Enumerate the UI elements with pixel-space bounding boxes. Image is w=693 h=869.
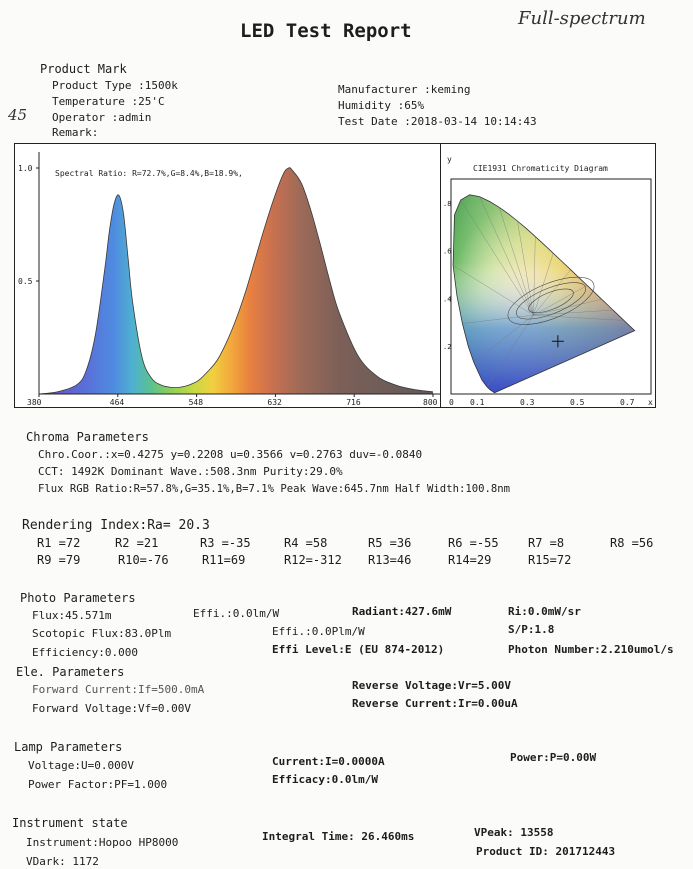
spectrum-y-tick-label: 1.0 [18,164,33,173]
photo-efficiency: Efficiency:0.000 [32,646,138,659]
rendering-value: R3 =-35 [200,536,251,550]
cie-locus-fill [453,194,635,393]
photo-sp: S/P:1.8 [508,623,555,636]
rendering-value: R5 =36 [368,536,412,550]
chroma-heading: Chroma Parameters [26,430,149,444]
vpeak: VPeak: 13558 [474,826,554,839]
integral-time: Integral Time: 26.460ms [262,830,415,843]
cie-y-tick-label: .6 [443,248,451,256]
cie-x-tick-label: 0.3 [520,398,535,407]
ele-reverse-current: Reverse Current:Ir=0.00uA [352,697,518,710]
chroma-cct-line: CCT: 1492K Dominant Wave.:508.3nm Purity… [38,465,343,478]
spectral-ratio-label: Spectral Ratio: R=72.7%,G=8.4%,B=18.9%, [55,169,243,178]
product-mark-heading: Product Mark [40,62,127,76]
spectrum-curve [38,167,434,395]
rendering-value: R1 =72 [37,536,81,550]
spectrum-x-tick-label: 632 [267,398,282,407]
cie-title: CIE1931 Chromaticity Diagram [473,164,608,173]
cie-x-tick-label: 0.1 [470,398,485,407]
rendering-value: R13=46 [368,553,412,567]
photo-photon-number: Photon Number:2.210umol/s [508,643,674,656]
photo-effi-level: Effi Level:E (EU 874-2012) [272,643,445,656]
photo-heading: Photo Parameters [20,591,136,605]
rendering-value: R4 =58 [284,536,328,550]
lamp-current: Current:I=0.0000A [272,755,385,768]
planckian-ellipses [507,276,595,325]
cie-y-label: y [447,155,452,164]
operator: Operator :admin [52,111,152,124]
vdark: VDark: 1172 [26,855,99,868]
photo-effi-lm: Effi.:0.0lm/W [193,607,280,620]
lamp-voltage: Voltage:U=0.000V [28,759,134,772]
chromaticity-point-marker [551,335,564,348]
photo-scotopic: Scotopic Flux:83.0Plm [32,627,172,640]
spectrum-x-tick-label: 548 [189,398,204,407]
cie-x-tick-label: 0.5 [570,398,585,407]
photo-effi-plm: Effi.:0.0Plm/W [272,625,365,638]
handwritten-note: 45 [8,106,28,124]
temperature: Temperature :25'C [52,95,165,108]
spectrum-x-tick-label: 380 [27,398,42,407]
spectrum-fill [39,167,433,394]
spectrum-y-tick-label: 0.5 [18,277,33,286]
rendering-value: R6 =-55 [448,536,499,550]
cie-y-tick-label: .2 [443,343,451,351]
lamp-power: Power:P=0.00W [510,751,597,764]
cie-y-tick-label: .8 [443,200,451,208]
ele-reverse-voltage: Reverse Voltage:Vr=5.00V [352,679,511,692]
spectrum-chart-panel: Spectral Ratio: R=72.7%,G=8.4%,B=18.9%, … [14,143,441,408]
chroma-flux-line: Flux RGB Ratio:R=57.8%,G=35.1%,B=7.1% Pe… [38,483,510,495]
cie-chart: y CIE1931 Chromaticity Diagram 0 0.1 0.3 0.… [443,155,653,407]
cie-plot-frame [450,178,652,395]
cie-x-label: x [648,398,653,407]
test-date: Test Date :2018-03-14 10:14:43 [338,115,537,128]
photo-radiant: Radiant:427.6mW [352,605,452,618]
rendering-value: R7 =8 [528,536,565,550]
rendering-index-heading: Rendering Index:Ra= 20.3 [22,518,210,533]
photo-flux: Flux:45.571m [32,609,112,622]
rendering-value: R9 =79 [37,553,81,567]
lamp-efficacy: Efficacy:0.0lm/W [272,773,378,786]
cie-chart-panel: y CIE1931 Chromaticity Diagram 0 0.1 0.3 0.… [440,143,656,408]
remark: Remark: [52,126,99,139]
ele-forward-current: Forward Current:If=500.0mA [32,683,205,696]
ele-heading: Ele. Parameters [16,665,125,679]
lamp-power-factor: Power Factor:PF=1.000 [28,778,168,791]
cie-x-tick-label: 0.7 [620,398,635,407]
chroma-coordinates: Chro.Coor.:x=0.4275 y=0.2208 u=0.3566 v=… [38,448,423,461]
rendering-value: R14=29 [448,553,492,567]
instrument-name: Instrument:Hopoo HP8000 [26,836,179,849]
rendering-value: R2 =21 [115,536,159,550]
rendering-value: R15=72 [528,553,572,567]
rendering-value: R12=-312 [284,553,342,567]
cie-region-grid [453,196,624,387]
humidity: Humidity :65% [338,99,425,112]
manufacturer: Manufacturer :keming [338,83,471,96]
report-title: LED Test Report [240,20,412,42]
photo-ri: Ri:0.0mW/sr [508,605,581,618]
spectrum-x-tick-label: 464 [110,398,125,407]
handwritten-title: Full-spectrum [518,8,646,29]
rendering-value: R8 =56 [610,536,654,550]
product-id: Product ID: 201712443 [476,845,616,858]
spectrum-chart: Spectral Ratio: R=72.7%,G=8.4%,B=18.9%, … [18,152,440,407]
rendering-value: R11=69 [202,553,246,567]
instrument-heading: Instrument state [12,816,128,830]
rendering-value: R10=-76 [118,553,169,567]
product-type: Product Type :1500k [52,79,178,92]
ele-forward-voltage: Forward Voltage:Vf=0.00V [32,702,191,715]
cie-y-tick-label: .4 [443,295,451,303]
spectrum-x-tick-label: 716 [346,398,361,407]
cie-x-tick-label: 0 [449,398,454,407]
lamp-heading: Lamp Parameters [14,740,123,754]
spectrum-x-tick-label: 800 [423,398,438,407]
